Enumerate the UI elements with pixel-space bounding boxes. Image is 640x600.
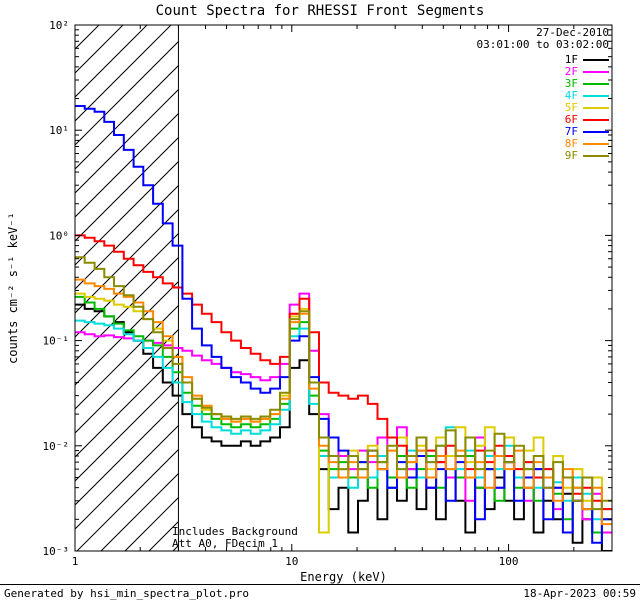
series-9F-line <box>75 256 612 511</box>
legend-item-1F: 1F <box>565 54 609 66</box>
legend-line-swatch <box>583 95 609 97</box>
y-tick-label: 10² <box>49 19 69 32</box>
observation-date: 27-Dec-2010 <box>536 26 609 39</box>
footer-generator-text: Generated by hsi_min_spectra_plot.pro <box>4 587 250 600</box>
y-tick-label: 10⁰ <box>49 229 69 242</box>
legend-label: 1F <box>564 53 578 66</box>
y-axis-label: counts cm⁻² s⁻¹ keV⁻¹ <box>6 212 20 364</box>
legend-item-4F: 4F <box>565 90 609 102</box>
legend-label: 3F <box>564 77 578 90</box>
x-tick-label: 1 <box>72 555 79 568</box>
x-tick-label: 10 <box>285 555 298 568</box>
x-tick-label: 100 <box>499 555 519 568</box>
series-4F-line <box>75 319 612 521</box>
y-tick-label: 10⁻³ <box>43 545 70 558</box>
legend-line-swatch <box>583 83 609 85</box>
legend-label: 6F <box>564 113 578 126</box>
series-3F-line <box>75 295 612 534</box>
footer-timestamp: 18-Apr-2023 00:59 <box>523 587 636 600</box>
plot-title: Count Spectra for RHESSI Front Segments <box>155 3 485 19</box>
series-1F-line <box>75 303 612 551</box>
footer-divider <box>0 584 640 585</box>
legend-item-6F: 6F <box>565 114 609 126</box>
y-tick-label: 10¹ <box>49 124 69 137</box>
legend-label: 9F <box>564 149 578 162</box>
legend-line-swatch <box>583 119 609 121</box>
legend-item-2F: 2F <box>565 66 609 78</box>
annotation-includes-background: Includes Background <box>172 525 298 538</box>
legend-line-swatch <box>583 131 609 133</box>
legend-item-3F: 3F <box>565 78 609 90</box>
series-7F-line <box>75 105 612 544</box>
legend-item-5F: 5F <box>565 102 609 114</box>
legend-label: 4F <box>564 89 578 102</box>
legend-label: 7F <box>564 125 578 138</box>
axes-box <box>74 24 613 552</box>
legend-item-7F: 7F <box>565 126 609 138</box>
legend-line-swatch <box>583 155 609 157</box>
legend-item-8F: 8F <box>565 138 609 150</box>
legend-label: 2F <box>564 65 578 78</box>
legend-line-swatch <box>583 107 609 109</box>
legend-item-9F: 9F <box>565 150 609 162</box>
legend-line-swatch <box>583 143 609 145</box>
y-tick-label: 10⁻¹ <box>43 335 70 348</box>
y-tick-label: 10⁻² <box>43 440 70 453</box>
legend-line-swatch <box>583 71 609 73</box>
legend-label: 8F <box>564 137 578 150</box>
annotation-attenuator-state: Att A0, FDecim 1 <box>172 537 278 550</box>
axis-ticks <box>74 24 613 552</box>
x-axis-label: Energy (keV) <box>300 570 387 584</box>
series-6F-line <box>75 234 612 511</box>
legend: 1F 2F 3F 4F 5F 6F 7F 8F 9F <box>565 54 609 162</box>
observation-time-range: 03:01:00 to 03:02:00 <box>476 38 609 51</box>
legend-label: 5F <box>564 101 578 114</box>
legend-line-swatch <box>583 59 609 61</box>
series-8F-line <box>75 278 612 526</box>
axis-tick-labels: 1 10 100 10⁻³ 10⁻² 10⁻¹ 10⁰ 10¹ 10² <box>43 19 519 568</box>
series-lines <box>75 105 612 551</box>
